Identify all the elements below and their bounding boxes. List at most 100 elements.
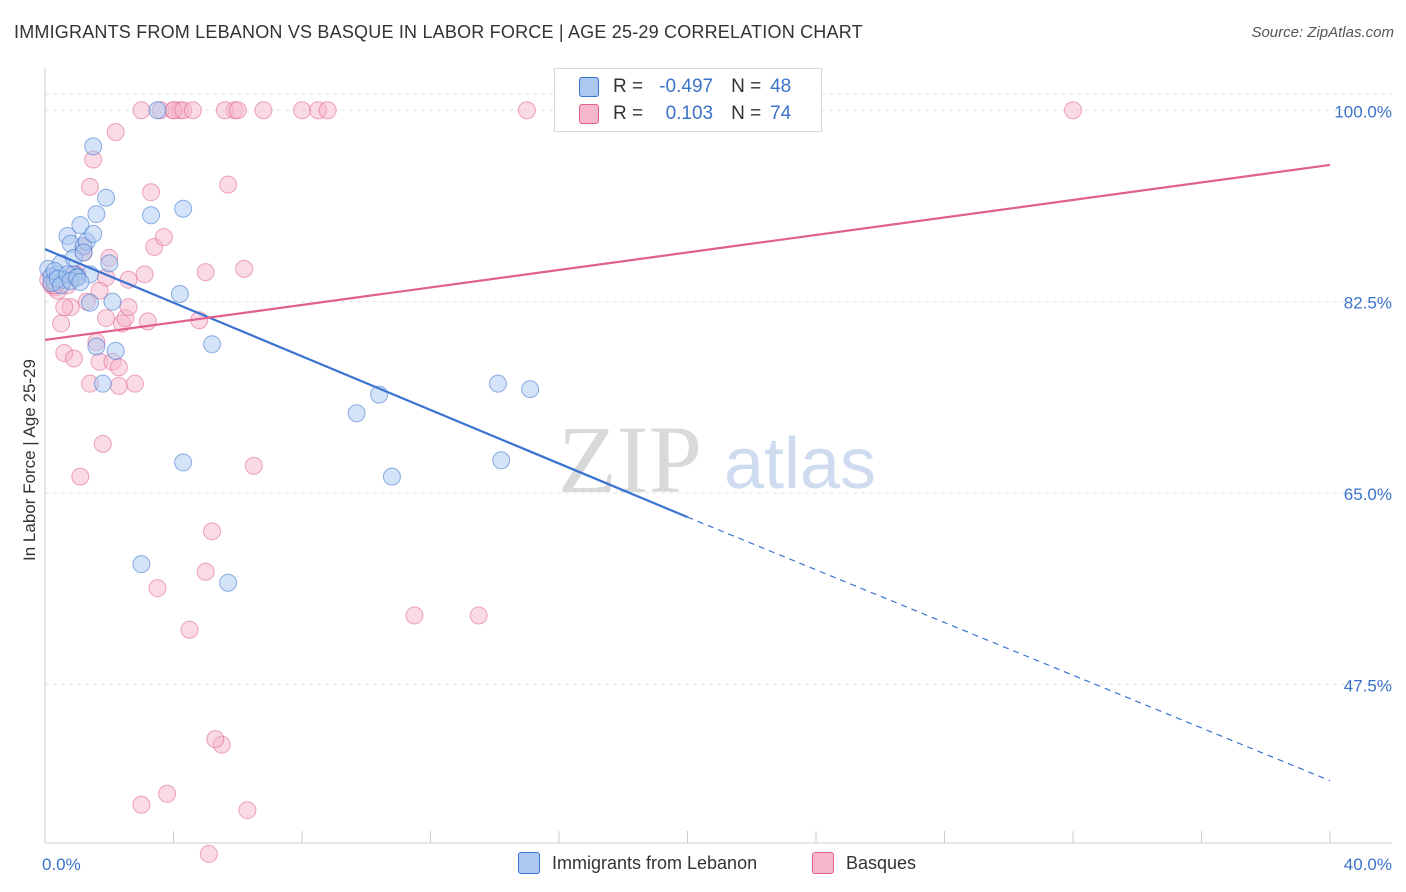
basques-point xyxy=(199,844,218,863)
source-label: Source: ZipAtlas.com xyxy=(1251,24,1394,41)
lebanon-point xyxy=(74,243,93,262)
basques-point xyxy=(196,263,215,282)
y-tick-label: 47.5% xyxy=(1344,676,1392,695)
trend-lines xyxy=(44,163,1331,782)
watermark-zip: ZIP xyxy=(558,406,702,513)
lebanon-point xyxy=(488,374,507,393)
gridlines xyxy=(45,93,1392,685)
basques-point xyxy=(132,795,151,814)
watermark-atlas: atlas xyxy=(724,424,876,504)
basques-point xyxy=(71,467,90,486)
legend-n-value-basques: 74 xyxy=(770,103,792,124)
legend-label-basques: Basques xyxy=(846,852,917,873)
basques-point xyxy=(90,281,109,300)
lebanon-point xyxy=(170,285,189,304)
legend-swatch-lebanon xyxy=(518,852,540,874)
basques-point xyxy=(93,434,112,453)
basques-point xyxy=(119,298,138,317)
legend-item-basques[interactable]: Basques xyxy=(812,852,916,874)
lebanon-point xyxy=(219,573,238,592)
basques-point xyxy=(132,101,151,120)
basques-point xyxy=(148,579,167,598)
lebanon-point xyxy=(84,137,103,156)
basques-point xyxy=(196,562,215,581)
lebanon-point xyxy=(103,292,122,311)
lebanon-point xyxy=(93,374,112,393)
legend-swatch-basques xyxy=(579,104,599,124)
basques-trend-line xyxy=(44,163,1331,342)
legend-label-lebanon: Immigrants from Lebanon xyxy=(552,852,758,873)
basques-point xyxy=(254,101,273,120)
basques-point xyxy=(109,358,128,377)
basques-point xyxy=(469,606,488,625)
lebanon-point xyxy=(97,188,116,207)
correlation-legend: R = -0.497 N = 48 R = 0.103 N = 74 xyxy=(554,68,822,132)
lebanon-point xyxy=(148,101,167,120)
y-tick-label: 65.0% xyxy=(1344,485,1392,504)
basques-point xyxy=(109,376,128,395)
basques-point xyxy=(293,101,311,120)
legend-n-label: N = xyxy=(731,103,762,124)
basques-point xyxy=(244,456,263,475)
legend-r-value-lebanon: -0.497 xyxy=(659,76,714,97)
legend-r-value-basques: 0.103 xyxy=(665,103,714,124)
legend-swatch-basques xyxy=(812,852,834,874)
lebanon-point xyxy=(87,205,106,224)
watermark: ZIP atlas xyxy=(558,406,876,513)
basques-point xyxy=(142,183,161,202)
lebanon-point xyxy=(347,404,366,423)
basques-points xyxy=(39,101,1082,863)
axes xyxy=(44,68,1392,844)
basques-point xyxy=(238,801,257,820)
x-tick-label: 0.0% xyxy=(42,855,81,874)
basques-point xyxy=(517,101,536,120)
basques-point xyxy=(206,730,225,749)
lebanon-point xyxy=(382,467,401,486)
lebanon-point xyxy=(142,206,161,225)
basques-point xyxy=(203,522,222,541)
legend-r-label: R = xyxy=(613,76,644,97)
basques-point xyxy=(55,298,74,317)
lebanon-point xyxy=(132,555,151,574)
legend-swatch-lebanon xyxy=(579,77,599,97)
y-tick-label: 100.0% xyxy=(1334,102,1392,121)
basques-point xyxy=(405,606,424,625)
lebanon-point xyxy=(492,451,511,470)
basques-point xyxy=(106,123,125,142)
basques-point xyxy=(235,259,254,278)
basques-point xyxy=(80,177,99,196)
basques-point xyxy=(228,101,247,120)
lebanon-point xyxy=(71,272,90,291)
lebanon-point xyxy=(100,254,119,273)
basques-point xyxy=(180,620,199,639)
legend-row-lebanon: R = -0.497 N = 48 xyxy=(579,74,791,100)
basques-point xyxy=(64,349,83,368)
legend-item-lebanon[interactable]: Immigrants from Lebanon xyxy=(518,852,757,874)
lebanon-trend-line xyxy=(44,248,688,519)
lebanon-point xyxy=(84,224,103,243)
basques-point xyxy=(52,314,71,333)
legend-n-label: N = xyxy=(731,76,762,97)
tick-labels: 47.5% 65.0% 82.5% 100.0% 0.0% 40.0% xyxy=(42,102,1392,874)
basques-point xyxy=(158,784,177,803)
lebanon-point xyxy=(106,341,125,360)
basques-point xyxy=(318,101,337,120)
basques-point xyxy=(154,228,173,247)
lebanon-points xyxy=(39,101,540,592)
basques-point xyxy=(1064,101,1082,120)
y-tick-label: 82.5% xyxy=(1344,294,1392,313)
lebanon-point xyxy=(87,337,106,356)
chart-title: IMMIGRANTS FROM LEBANON VS BASQUE IN LAB… xyxy=(14,22,863,42)
basques-point xyxy=(125,374,144,393)
basques-point xyxy=(183,101,202,120)
lebanon-point xyxy=(174,199,193,218)
lebanon-point xyxy=(71,216,90,235)
legend-n-value-lebanon: 48 xyxy=(770,76,792,97)
lebanon-point xyxy=(80,293,99,312)
x-tick-label: 40.0% xyxy=(1344,855,1392,874)
lebanon-point xyxy=(203,335,222,354)
basques-point xyxy=(219,175,238,194)
basques-point xyxy=(97,309,116,328)
legend-row-basques: R = 0.103 N = 74 xyxy=(579,101,791,127)
